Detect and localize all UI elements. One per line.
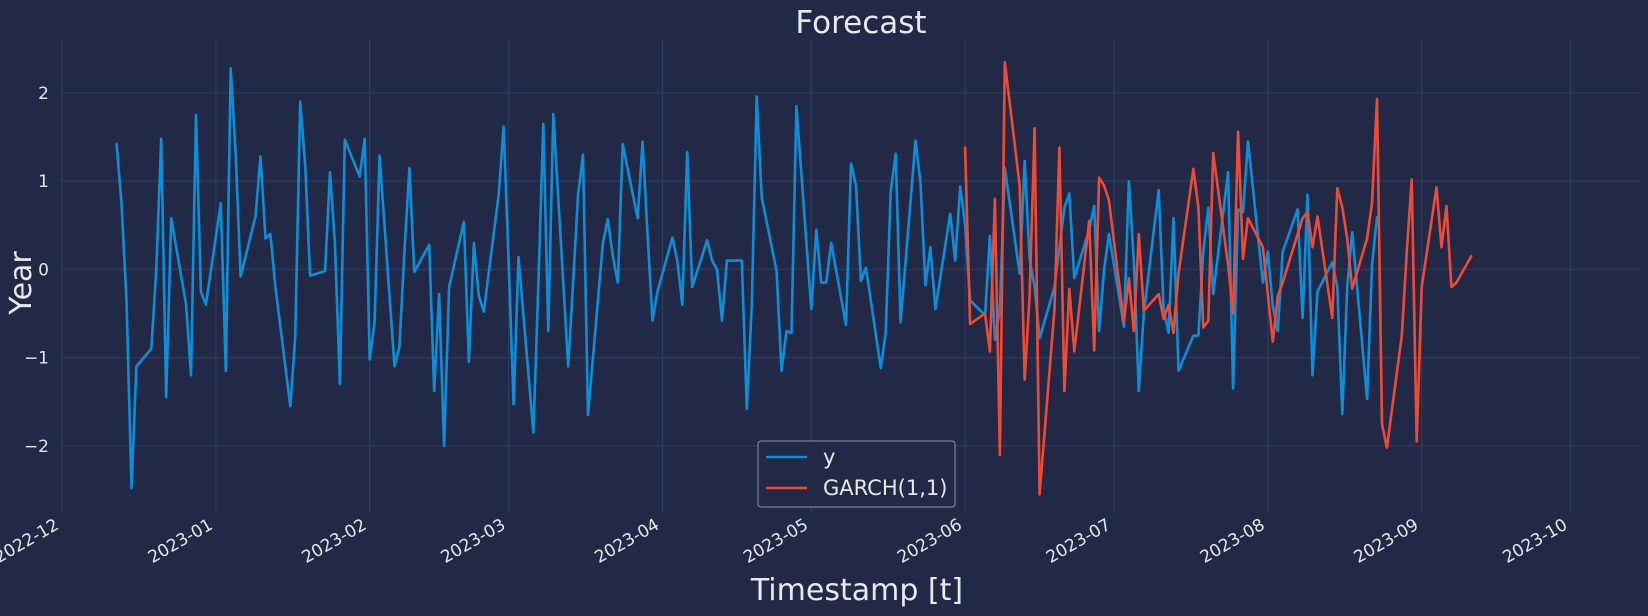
y-tick-label: 1 <box>38 172 49 192</box>
y-tick-label: 2 <box>38 84 49 104</box>
y-tick-label: −2 <box>24 437 49 457</box>
series-line-garch <box>963 60 1473 496</box>
legend-label-y: y <box>823 445 835 469</box>
chart-title: Forecast <box>795 5 926 41</box>
y-tick-labels: 2 1 0 −1 −2 <box>24 84 49 457</box>
x-axis-label: Timestamp [t] <box>750 573 963 608</box>
series-line-y <box>115 66 1379 490</box>
legend-label-garch: GARCH(1,1) <box>823 476 947 500</box>
y-tick-label: −1 <box>24 349 49 369</box>
series-layer <box>115 60 1473 496</box>
y-axis-label: Year <box>4 251 39 316</box>
legend-box <box>757 440 956 508</box>
legend: y GARCH(1,1) <box>757 440 956 508</box>
y-tick-label: 0 <box>38 260 49 280</box>
